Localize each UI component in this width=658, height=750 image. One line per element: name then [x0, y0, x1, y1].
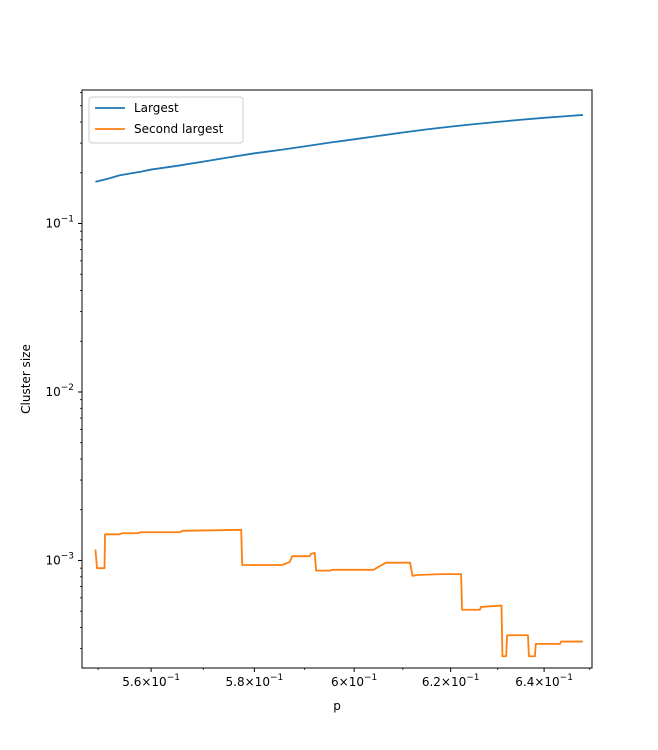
x-tick-label: 6.2×10−1	[422, 673, 480, 689]
legend-label-largest: Largest	[134, 101, 179, 115]
y-tick-label: 10−3	[45, 551, 74, 567]
y-axis: 10−1 10−2 10−3	[45, 91, 82, 649]
x-tick-label: 6×10−1	[331, 673, 377, 689]
series-line-largest	[95, 114, 584, 183]
series-line-second-largest	[94, 528, 583, 658]
x-tick-label: 5.6×10−1	[122, 673, 180, 689]
legend: Largest Second largest	[88, 96, 244, 144]
plot-area-frame	[81, 89, 593, 669]
x-axis: 5.6×10−1 5.8×10−1 6×10−1 6.2×10−1 6.4×10−1	[97, 668, 591, 689]
y-tick-label: 10−1	[45, 215, 74, 231]
legend-label-second-largest: Second largest	[134, 122, 224, 136]
x-tick-label: 5.8×10−1	[226, 673, 284, 689]
x-axis-label: p	[333, 699, 341, 713]
plot-lines	[94, 114, 584, 658]
y-tick-label: 10−2	[45, 383, 74, 399]
y-axis-label: Cluster size	[19, 344, 33, 414]
legend-frame	[88, 96, 244, 144]
x-tick-label: 6.4×10−1	[515, 673, 573, 689]
